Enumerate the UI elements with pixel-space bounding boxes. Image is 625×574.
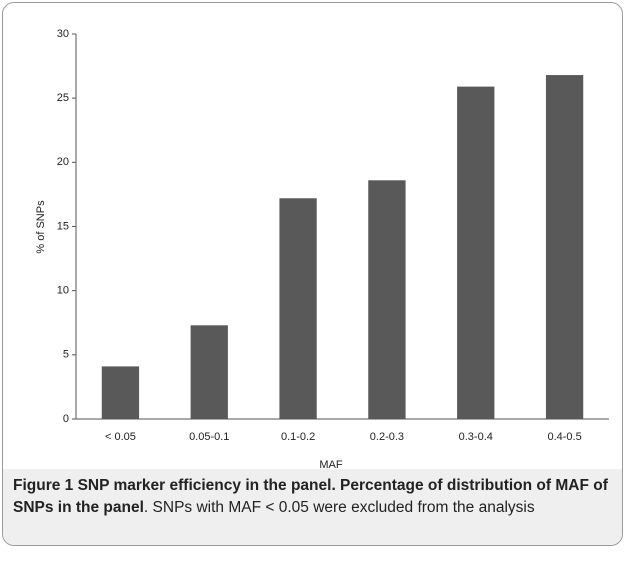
x-tick-label: 0.1-0.2 xyxy=(281,431,315,443)
caption-title: Figure 1 SNP marker efficiency in the pa… xyxy=(13,477,608,516)
bar xyxy=(279,198,317,419)
figure-frame: MAF % of SNPs 0 5 10 15 20 25 30 < 0.05 0.05-0.1… xyxy=(2,2,623,546)
x-tick-label: 0.4-0.5 xyxy=(547,431,581,443)
x-axis-label: MAF xyxy=(319,459,343,469)
bar xyxy=(101,366,140,419)
y-tick-label: 30 xyxy=(57,28,69,40)
y-tick-label: 10 xyxy=(57,285,69,297)
y-tick-label: 0 xyxy=(63,413,69,425)
y-tick-label: 5 xyxy=(63,349,69,361)
bar xyxy=(545,75,584,420)
caption-text: . SNPs with MAF < 0.05 were excluded fro… xyxy=(143,499,535,516)
x-tick-label: 0.2-0.3 xyxy=(370,431,404,443)
bar xyxy=(190,325,228,419)
y-tick-label: 20 xyxy=(57,156,69,168)
caption: Figure 1 SNP marker efficiency in the pa… xyxy=(3,469,622,545)
y-tick-label: 15 xyxy=(57,220,69,232)
y-axis-label: % of SNPs xyxy=(35,200,47,254)
chart: MAF % of SNPs 0 5 10 15 20 25 30 < 0.05 0.05-0.1… xyxy=(35,28,609,469)
bar xyxy=(368,180,406,419)
y-tick-label: 25 xyxy=(57,92,69,104)
x-tick-label: 0.05-0.1 xyxy=(189,431,229,443)
x-tick-label: 0.3-0.4 xyxy=(459,431,493,443)
bar xyxy=(457,86,495,419)
x-tick-label: < 0.05 xyxy=(105,431,136,443)
